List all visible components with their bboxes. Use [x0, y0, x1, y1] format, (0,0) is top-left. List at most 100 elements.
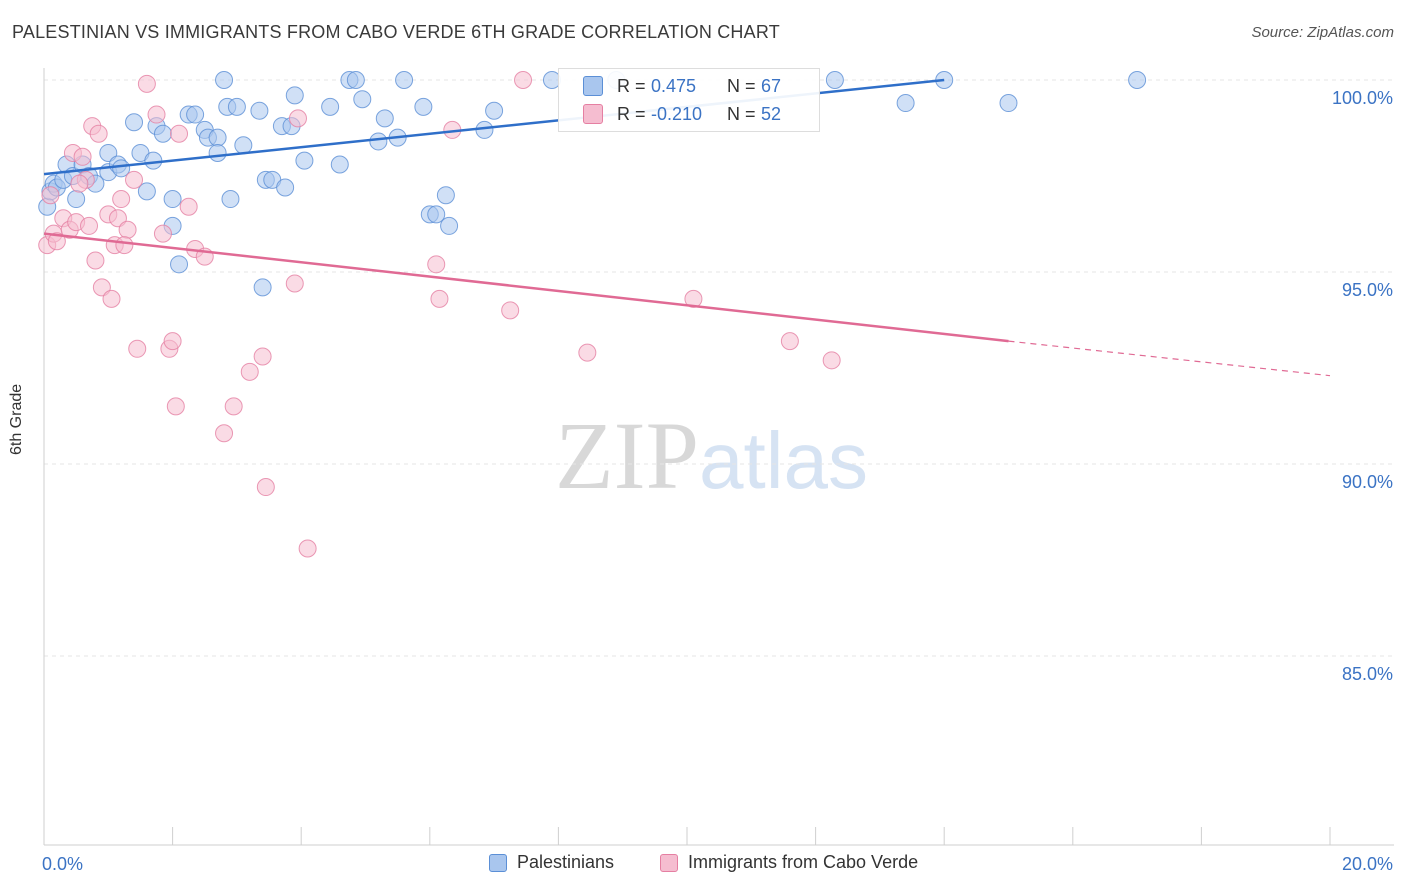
watermark: ZIPatlas: [555, 400, 868, 511]
point-cabo-verde: [112, 190, 131, 209]
y-tick-label: 100.0%: [1332, 88, 1393, 108]
point-cabo-verde: [41, 186, 60, 205]
stats-row-palestinians: R = 0.475 N = 67: [583, 73, 781, 99]
point-palestinian: [253, 278, 272, 297]
point-palestinian: [369, 132, 388, 151]
point-palestinian: [112, 159, 131, 178]
y-tick-label: 95.0%: [1342, 280, 1393, 300]
point-cabo-verde: [170, 124, 189, 143]
legend-label: Immigrants from Cabo Verde: [688, 852, 919, 872]
legend-swatch-pink: [583, 104, 603, 124]
point-cabo-verde: [92, 278, 111, 297]
point-cabo-verde: [179, 197, 198, 216]
point-palestinian: [999, 94, 1018, 113]
legend-item-cabo-verde[interactable]: Immigrants from Cabo Verde: [660, 852, 918, 873]
point-palestinian: [414, 97, 433, 116]
point-palestinian: [485, 101, 504, 120]
point-cabo-verde: [430, 289, 449, 308]
point-cabo-verde: [256, 478, 275, 497]
n-label: N =: [727, 103, 756, 124]
point-cabo-verde: [147, 105, 166, 124]
point-cabo-verde: [501, 301, 520, 320]
point-palestinian: [221, 190, 240, 209]
r-label: R =: [617, 75, 646, 96]
r-label: R =: [617, 103, 646, 124]
legend-swatch-blue: [489, 853, 507, 872]
point-cabo-verde: [285, 274, 304, 293]
point-cabo-verde: [86, 251, 105, 270]
point-cabo-verde: [118, 220, 137, 239]
point-cabo-verde: [108, 209, 127, 228]
legend-label: Palestinians: [517, 852, 615, 872]
point-palestinian: [125, 113, 144, 132]
point-cabo-verde: [80, 216, 99, 235]
point-cabo-verde: [73, 147, 92, 166]
point-palestinian: [330, 155, 349, 174]
point-palestinian: [144, 151, 163, 170]
y-tick-label: 85.0%: [1342, 664, 1393, 684]
point-cabo-verde: [163, 332, 182, 351]
point-cabo-verde: [684, 289, 703, 308]
point-cabo-verde: [288, 109, 307, 128]
watermark-zip: ZIP: [555, 402, 699, 509]
point-palestinian: [346, 71, 365, 89]
point-palestinian: [436, 186, 455, 205]
r-value: -0.210: [651, 103, 703, 124]
point-palestinian: [427, 205, 446, 224]
point-cabo-verde: [115, 236, 134, 255]
point-palestinian: [295, 151, 314, 170]
trendline-cabo-verde: [43, 232, 1009, 343]
point-cabo-verde: [822, 351, 841, 370]
point-palestinian: [163, 190, 182, 209]
point-cabo-verde: [224, 397, 243, 416]
point-cabo-verde: [427, 255, 446, 274]
y-tick-label: 90.0%: [1342, 472, 1393, 492]
point-cabo-verde: [578, 343, 597, 362]
point-cabo-verde: [253, 347, 272, 366]
legend-swatch-blue: [583, 76, 603, 96]
chart-title: PALESTINIAN VS IMMIGRANTS FROM CABO VERD…: [12, 22, 780, 42]
point-palestinian: [234, 136, 253, 155]
trendline-dashed-cabo-verde: [1008, 340, 1331, 377]
legend-swatch-pink: [660, 853, 678, 872]
point-palestinian: [208, 128, 227, 147]
n-value: 67: [761, 75, 782, 96]
point-cabo-verde: [514, 71, 533, 89]
point-palestinian: [285, 86, 304, 105]
stats-row-cabo-verde: R = -0.210 N = 52: [583, 101, 781, 127]
source-credit: Source: ZipAtlas.com: [1251, 24, 1394, 41]
point-cabo-verde: [137, 74, 156, 93]
point-cabo-verde: [70, 174, 89, 193]
x-tick-label: 0.0%: [42, 854, 83, 874]
n-label: N =: [727, 75, 756, 96]
point-palestinian: [186, 105, 205, 124]
point-palestinian: [440, 216, 459, 235]
r-value: 0.475: [651, 75, 697, 96]
point-cabo-verde: [240, 362, 259, 381]
point-palestinian: [99, 143, 118, 162]
point-cabo-verde: [153, 224, 172, 243]
stats-legend: R = 0.475 N = 67 R = -0.210 N = 52: [558, 68, 820, 132]
point-cabo-verde: [780, 332, 799, 351]
point-palestinian: [250, 101, 269, 120]
point-cabo-verde: [128, 339, 147, 358]
point-cabo-verde: [125, 170, 144, 189]
point-palestinian: [395, 71, 414, 89]
point-cabo-verde: [215, 424, 234, 443]
point-palestinian: [825, 71, 844, 89]
point-palestinian: [137, 182, 156, 201]
point-palestinian: [67, 190, 86, 209]
point-cabo-verde: [298, 539, 317, 558]
point-palestinian: [276, 178, 295, 197]
point-cabo-verde: [102, 289, 121, 308]
series-legend: Palestinians Immigrants from Cabo Verde: [0, 852, 1406, 878]
point-palestinian: [353, 90, 372, 109]
point-palestinian: [208, 143, 227, 162]
x-tick-label: 20.0%: [1342, 854, 1393, 874]
point-cabo-verde: [89, 124, 108, 143]
legend-item-palestinians[interactable]: Palestinians: [489, 852, 614, 873]
point-palestinian: [375, 109, 394, 128]
point-palestinian: [896, 94, 915, 113]
point-palestinian: [1128, 71, 1147, 89]
